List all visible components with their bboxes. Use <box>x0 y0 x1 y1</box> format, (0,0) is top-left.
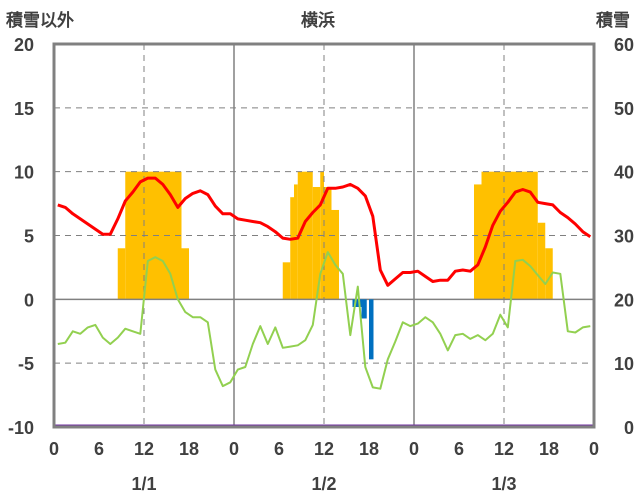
sunshine-bar <box>181 248 189 300</box>
right-tick-label: 40 <box>614 163 634 183</box>
left-tick-label: 10 <box>14 163 34 183</box>
sunshine-bar <box>294 184 298 300</box>
x-tick-label: 0 <box>409 439 419 459</box>
sunshine-bar <box>537 222 546 300</box>
chart-title: 横浜 <box>301 10 335 31</box>
x-tick-label: 0 <box>49 439 59 459</box>
sunshine-bar <box>331 209 339 300</box>
day-labels: 1/1 1/2 1/3 <box>131 474 516 494</box>
x-tick-label: 12 <box>134 439 154 459</box>
x-tick-label: 6 <box>274 439 284 459</box>
right-tick-label: 50 <box>614 99 634 119</box>
x-tick-label: 6 <box>454 439 464 459</box>
left-tick-label: 5 <box>24 227 34 247</box>
right-axis-title: 積雪 <box>596 10 630 31</box>
right-tick-label: 0 <box>624 418 634 438</box>
precipitation-bar <box>369 299 374 360</box>
right-tick-label: 20 <box>614 290 634 310</box>
left-tick-label: 0 <box>24 290 34 310</box>
x-tick-label: 12 <box>314 439 334 459</box>
x-tick-label: 6 <box>94 439 104 459</box>
right-tick-label: 10 <box>614 354 634 374</box>
left-tick-label: 20 <box>14 35 34 55</box>
precipitation-bars <box>352 299 374 360</box>
temperature-line <box>57 176 592 287</box>
x-tick-label: 0 <box>589 439 599 459</box>
sunshine-bar <box>290 197 294 300</box>
right-tick-label: 60 <box>614 35 634 55</box>
day-label: 1/3 <box>491 474 516 494</box>
x-tick-label: 0 <box>229 439 239 459</box>
day-label: 1/1 <box>131 474 156 494</box>
x-tick-label: 12 <box>494 439 514 459</box>
plot-border <box>52 42 596 429</box>
x-tick-label: 18 <box>179 439 199 459</box>
dewpoint-line <box>57 251 591 390</box>
sunshine-bar <box>282 262 291 300</box>
sunshine-bar <box>297 171 313 300</box>
left-axis-ticks: 20 15 10 5 0 -5 -10 <box>8 35 34 438</box>
sunshine-bar <box>312 186 321 300</box>
x-axis-ticks: 0 6 12 18 0 6 12 18 0 6 12 18 0 <box>49 439 599 459</box>
right-axis-ticks: 60 50 40 30 20 10 0 <box>614 35 634 438</box>
sunshine-bar <box>545 248 553 300</box>
sunshine-bar <box>324 186 332 300</box>
left-tick-label: 15 <box>14 99 34 119</box>
day-label: 1/2 <box>311 474 336 494</box>
left-tick-label: -5 <box>18 354 34 374</box>
sunshine-bar <box>474 184 482 300</box>
precipitation-bar <box>361 299 367 319</box>
plot-frame <box>52 42 596 429</box>
left-axis-title: 積雪以外 <box>6 10 74 31</box>
x-tick-label: 18 <box>359 439 379 459</box>
sunshine-bar <box>117 248 126 300</box>
left-tick-label: -10 <box>8 418 34 438</box>
right-tick-label: 30 <box>614 227 634 247</box>
precipitation-bar <box>352 299 362 307</box>
x-tick-label: 18 <box>539 439 559 459</box>
